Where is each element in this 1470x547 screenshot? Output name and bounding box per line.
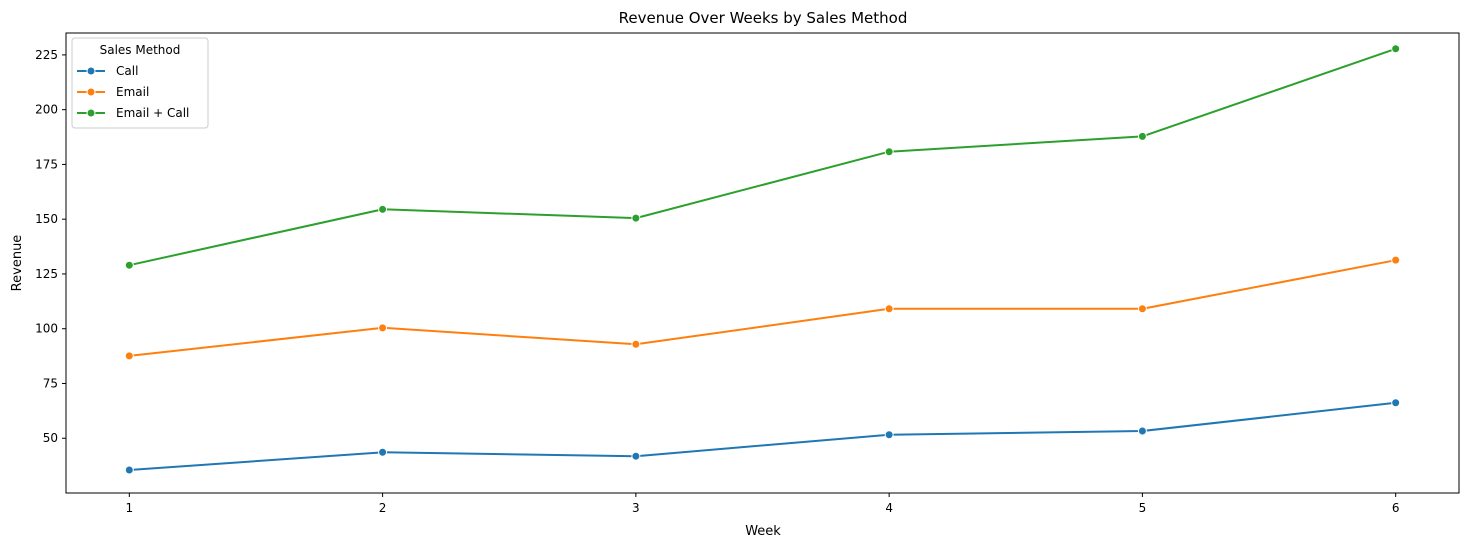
- data-point-email: [1137, 304, 1147, 314]
- data-point-call: [631, 451, 641, 461]
- legend-title: Sales Method: [100, 43, 181, 57]
- series-line-email-call: [129, 47, 1397, 267]
- chart-title: Revenue Over Weeks by Sales Method: [619, 9, 908, 27]
- series-email: [124, 255, 1401, 361]
- x-tick-label: 1: [125, 501, 133, 515]
- data-point-email-call: [1391, 44, 1401, 54]
- legend-label: Call: [116, 64, 138, 78]
- series-line-email: [129, 259, 1396, 357]
- legend: Sales Method Call Email Email + Call: [71, 37, 209, 129]
- data-point-email-call: [378, 204, 388, 214]
- data-point-email: [378, 323, 388, 333]
- legend-swatch-marker: [86, 66, 96, 76]
- data-point-call: [1391, 398, 1401, 408]
- y-tick-label: 75: [43, 376, 58, 390]
- x-tick-label: 3: [632, 501, 640, 515]
- y-tick-label: 125: [35, 267, 58, 281]
- data-point-call: [378, 447, 388, 457]
- data-point-email-call: [631, 213, 641, 223]
- y-tick-label: 150: [35, 212, 58, 226]
- data-point-email-call: [884, 147, 894, 157]
- y-tick-label: 175: [35, 157, 58, 171]
- plot-area-frame: [65, 32, 1460, 494]
- y-tick-label: 50: [43, 431, 58, 445]
- data-point-email: [631, 339, 641, 349]
- data-point-email: [124, 351, 134, 361]
- legend-box: [71, 37, 209, 129]
- x-tick-label: 2: [379, 501, 387, 515]
- series-layer: [124, 44, 1401, 475]
- series-email-call: [124, 44, 1401, 270]
- legend-swatch-marker: [86, 87, 96, 97]
- data-point-call: [1137, 426, 1147, 436]
- legend-entry-email-call: Email + Call: [77, 106, 189, 120]
- series-line-call: [129, 401, 1396, 471]
- legend-swatch-marker: [86, 108, 96, 118]
- x-axis-label: Week: [745, 524, 781, 539]
- x-tick-label: 6: [1392, 501, 1400, 515]
- data-point-email-call: [124, 260, 134, 270]
- y-tick-label: 225: [35, 48, 58, 62]
- data-point-call: [124, 465, 134, 475]
- x-tick-label: 5: [1139, 501, 1147, 515]
- y-tick-label: 200: [35, 103, 58, 117]
- y-axis: 50 75 100 125 150 175 200 225: [35, 48, 66, 445]
- legend-label: Email + Call: [116, 106, 189, 120]
- data-point-call: [884, 430, 894, 440]
- x-tick-label: 4: [885, 501, 893, 515]
- y-axis-label: Revenue: [10, 235, 25, 292]
- data-point-email: [1391, 255, 1401, 265]
- y-tick-label: 100: [35, 322, 58, 336]
- data-point-email-call: [1137, 131, 1147, 141]
- legend-label: Email: [116, 85, 149, 99]
- series-call: [124, 398, 1401, 475]
- legend-entry-call: Call: [77, 64, 138, 78]
- data-point-email: [884, 304, 894, 314]
- legend-entry-email: Email: [77, 85, 149, 99]
- x-axis: 1 2 3 4 5 6: [125, 493, 1400, 515]
